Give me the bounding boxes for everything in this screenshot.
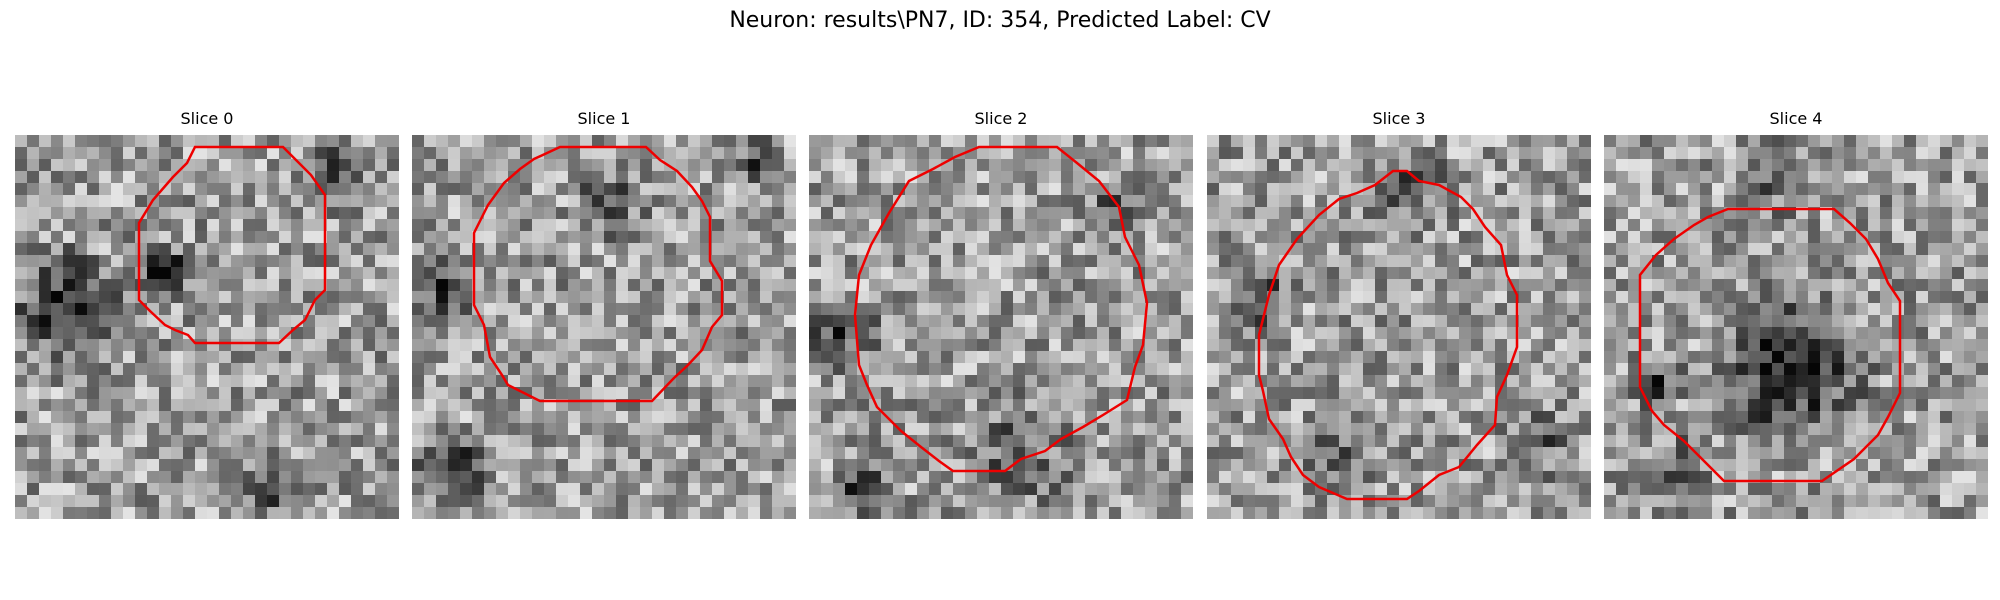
slice-title: Slice 1 [577,109,631,128]
microscopy-image [1604,135,1988,519]
roi-contour [853,145,1149,473]
roi-contour [137,145,327,345]
slice-panel-2: Slice 2 [809,108,1193,519]
figure-title: Neuron: results\PN7, ID: 354, Predicted … [729,8,1271,33]
slice-panel-3: Slice 3 [1207,108,1591,519]
microscopy-image [809,135,1193,519]
microscopy-image [412,135,796,519]
slice-panel-4: Slice 4 [1604,108,1988,519]
slice-title: Slice 3 [1372,109,1426,128]
slice-panel-0: Slice 0 [15,108,399,519]
roi-contour [1257,169,1519,501]
roi-contour [1638,207,1902,483]
microscopy-image [1207,135,1591,519]
slice-title: Slice 0 [180,109,234,128]
slice-title: Slice 2 [974,109,1028,128]
slice-title: Slice 4 [1769,109,1823,128]
roi-contour [472,145,724,403]
slice-panel-1: Slice 1 [412,108,796,519]
microscopy-image [15,135,399,519]
